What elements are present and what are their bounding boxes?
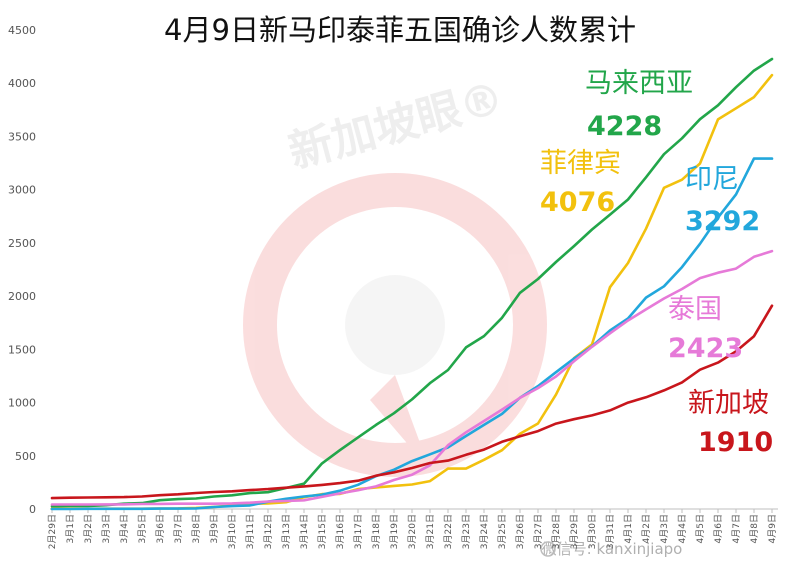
series-line bbox=[50, 304, 774, 500]
x-tick-label: 3月12日 bbox=[263, 514, 274, 549]
watermark-ring bbox=[243, 173, 547, 477]
chart-title: 4月9日新马印泰菲五国确诊人数累计 bbox=[164, 13, 636, 47]
y-tick-label: 3500 bbox=[8, 130, 36, 143]
series-value-label: 3292 bbox=[685, 206, 760, 237]
x-tick-label: 3月22日 bbox=[443, 514, 454, 549]
x-tick-label: 4月5日 bbox=[695, 514, 706, 543]
series-value-label: 4076 bbox=[540, 187, 615, 218]
watermark-footer: 微信号: kanxinjiapo bbox=[542, 540, 683, 558]
x-tick-label: 3月11日 bbox=[245, 514, 256, 549]
series-value-label: 1910 bbox=[698, 427, 773, 458]
watermark: 新加坡眼® bbox=[243, 72, 547, 477]
x-tick-label: 3月14日 bbox=[299, 514, 310, 549]
x-tick-label: 3月7日 bbox=[173, 514, 184, 543]
x-tick-labels: 2月29日 3月1日 3月2日 3月3日 3月4日 3月5日 3月6日 3月7日 3月8日 3月9… bbox=[47, 509, 778, 549]
x-tick-label: 3月1日 bbox=[65, 514, 76, 543]
x-tick-label: 3月27日 bbox=[533, 514, 544, 549]
y-tick-label: 500 bbox=[15, 450, 36, 463]
series-lines bbox=[50, 57, 774, 511]
series-line bbox=[50, 249, 774, 506]
series-labels: 马来西亚 4228 菲律宾 4076 印尼 3292 泰国 2423 新加坡 1910 bbox=[540, 68, 773, 458]
series-value-label: 2423 bbox=[668, 333, 743, 364]
y-tick-label: 4500 bbox=[8, 24, 36, 37]
x-tick-label: 3月10日 bbox=[227, 514, 238, 549]
x-tick-label: 3月15日 bbox=[317, 514, 328, 549]
series-value-label: 4228 bbox=[587, 111, 662, 142]
x-tick-label: 3月31日 bbox=[605, 514, 616, 549]
x-tick-label: 3月19日 bbox=[389, 514, 400, 549]
x-tick-label: 3月2日 bbox=[83, 514, 94, 543]
x-tick-label: 4月8日 bbox=[749, 514, 760, 543]
x-tick-label: 3月9日 bbox=[209, 514, 220, 543]
x-tick-label: 2月29日 bbox=[47, 514, 58, 549]
x-tick-label: 3月24日 bbox=[479, 514, 490, 549]
x-tick-label: 3月6日 bbox=[155, 514, 166, 543]
x-tick-label: 3月25日 bbox=[497, 514, 508, 549]
x-tick-label: 3月21日 bbox=[425, 514, 436, 549]
y-tick-label: 2500 bbox=[8, 237, 36, 250]
series-line bbox=[50, 157, 774, 511]
x-tick-label: 3月26日 bbox=[515, 514, 526, 549]
watermark-brand: 新加坡眼® bbox=[284, 72, 510, 178]
x-tick-label: 3月30日 bbox=[587, 514, 598, 549]
x-tick-label: 3月13日 bbox=[281, 514, 292, 549]
series-line bbox=[50, 57, 774, 508]
x-tick-label: 4月9日 bbox=[767, 514, 778, 543]
x-tick-label: 3月17日 bbox=[353, 514, 364, 549]
x-tick-label: 3月4日 bbox=[119, 514, 130, 543]
wechat-icon bbox=[540, 541, 556, 557]
series-name-label: 马来西亚 bbox=[585, 68, 693, 99]
x-tick-label: 4月3日 bbox=[659, 514, 670, 543]
y-tick-label: 1500 bbox=[8, 343, 36, 356]
x-tick-label: 4月1日 bbox=[623, 514, 634, 543]
watermark-pin bbox=[370, 375, 430, 470]
x-tick-label: 3月18日 bbox=[371, 514, 382, 549]
series-name-label: 印尼 bbox=[685, 164, 739, 195]
x-tick-label: 3月5日 bbox=[137, 514, 148, 543]
series-name-label: 新加坡 bbox=[688, 388, 769, 419]
x-tick-label: 4月4日 bbox=[677, 514, 688, 543]
x-tick-label: 3月8日 bbox=[191, 514, 202, 543]
x-tick-label: 3月16日 bbox=[335, 514, 346, 549]
x-tick-label: 4月6日 bbox=[713, 514, 724, 543]
x-tick-label: 3月23日 bbox=[461, 514, 472, 549]
series-name-label: 菲律宾 bbox=[540, 148, 621, 179]
x-tick-label: 3月20日 bbox=[407, 514, 418, 549]
x-tick-label: 3月29日 bbox=[569, 514, 580, 549]
x-tick-label: 4月2日 bbox=[641, 514, 652, 543]
y-tick-labels: 0 500 1000 1500 2000 2500 3000 3500 4000 4500 bbox=[8, 24, 36, 516]
x-tick-label: 4月7日 bbox=[731, 514, 742, 543]
y-tick-label: 3000 bbox=[8, 184, 36, 197]
x-tick-label: 3月28日 bbox=[551, 514, 562, 549]
series-name-label: 泰国 bbox=[668, 294, 722, 325]
y-tick-label: 1000 bbox=[8, 397, 36, 410]
watermark-core bbox=[345, 275, 445, 375]
y-tick-label: 2000 bbox=[8, 290, 36, 303]
x-tick-label: 3月3日 bbox=[101, 514, 112, 543]
y-tick-label: 4000 bbox=[8, 77, 36, 90]
y-tick-label: 0 bbox=[29, 503, 36, 516]
